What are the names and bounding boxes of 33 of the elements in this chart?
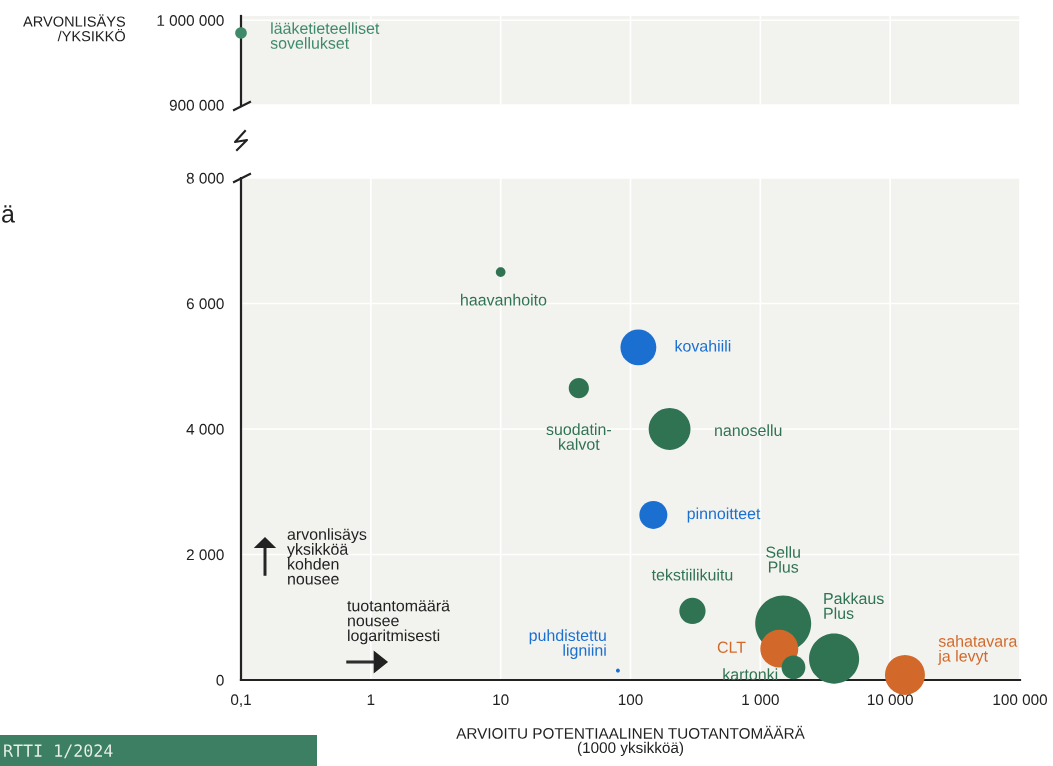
x-tick-label: 10 000 [867, 694, 913, 706]
x-axis-title: ARVIOITU POTENTIAALINEN TUOTANTOMÄÄRÄ (1000 yksikköä) [456, 725, 805, 757]
y-tick-label: 2 000 [186, 549, 224, 561]
series-label: tekstiilikuitu [651, 568, 733, 581]
annotation: arvonlisäys yksikköä kohden nousee [287, 528, 367, 585]
series-label: CLT [717, 641, 746, 653]
x-tick-label: 100 000 [993, 694, 1048, 706]
x-tick-label: 100 [618, 694, 643, 706]
y-tick-label: 1 000 000 [157, 15, 224, 26]
y-tick-label: 8 000 [186, 172, 224, 184]
y-tick-label: 900 000 [169, 99, 224, 111]
series-label: haavanhoito [461, 293, 547, 306]
x-tick-label: 0,1 [230, 694, 251, 707]
x-tick-label: 1 000 [742, 694, 779, 706]
y-tick-label: 0 [216, 674, 224, 686]
y-tick-label: 4 000 [186, 423, 224, 435]
text: suodatin- kalvot [546, 423, 611, 450]
annotation: tuotantomäärä nousee logaritmisesti [347, 600, 450, 645]
series-label: kovahiili [675, 339, 731, 352]
series-label: lääketieteelliset sovellukset [270, 22, 380, 49]
text: ä [2, 205, 15, 223]
x-tick-label: 10 [493, 694, 509, 706]
x-tick-label: 1 [367, 694, 375, 705]
y-axis-title: ARVONLISÄYS /YKSIKKÖ [23, 14, 126, 42]
series-label: nanosellu [715, 424, 782, 437]
series-label: Pakkaus Plus [824, 592, 884, 620]
y-tick-label: 6 000 [186, 298, 224, 310]
series-label: sahatavara ja levyt [937, 635, 1018, 665]
series-label: kartonki [723, 668, 778, 681]
text: RTTI 1/2024 [4, 744, 113, 759]
series-label: pinnoitteet [687, 507, 761, 523]
series-label: puhdistettu ligniini [529, 629, 606, 660]
series-label: Sellu Plus [766, 546, 800, 573]
